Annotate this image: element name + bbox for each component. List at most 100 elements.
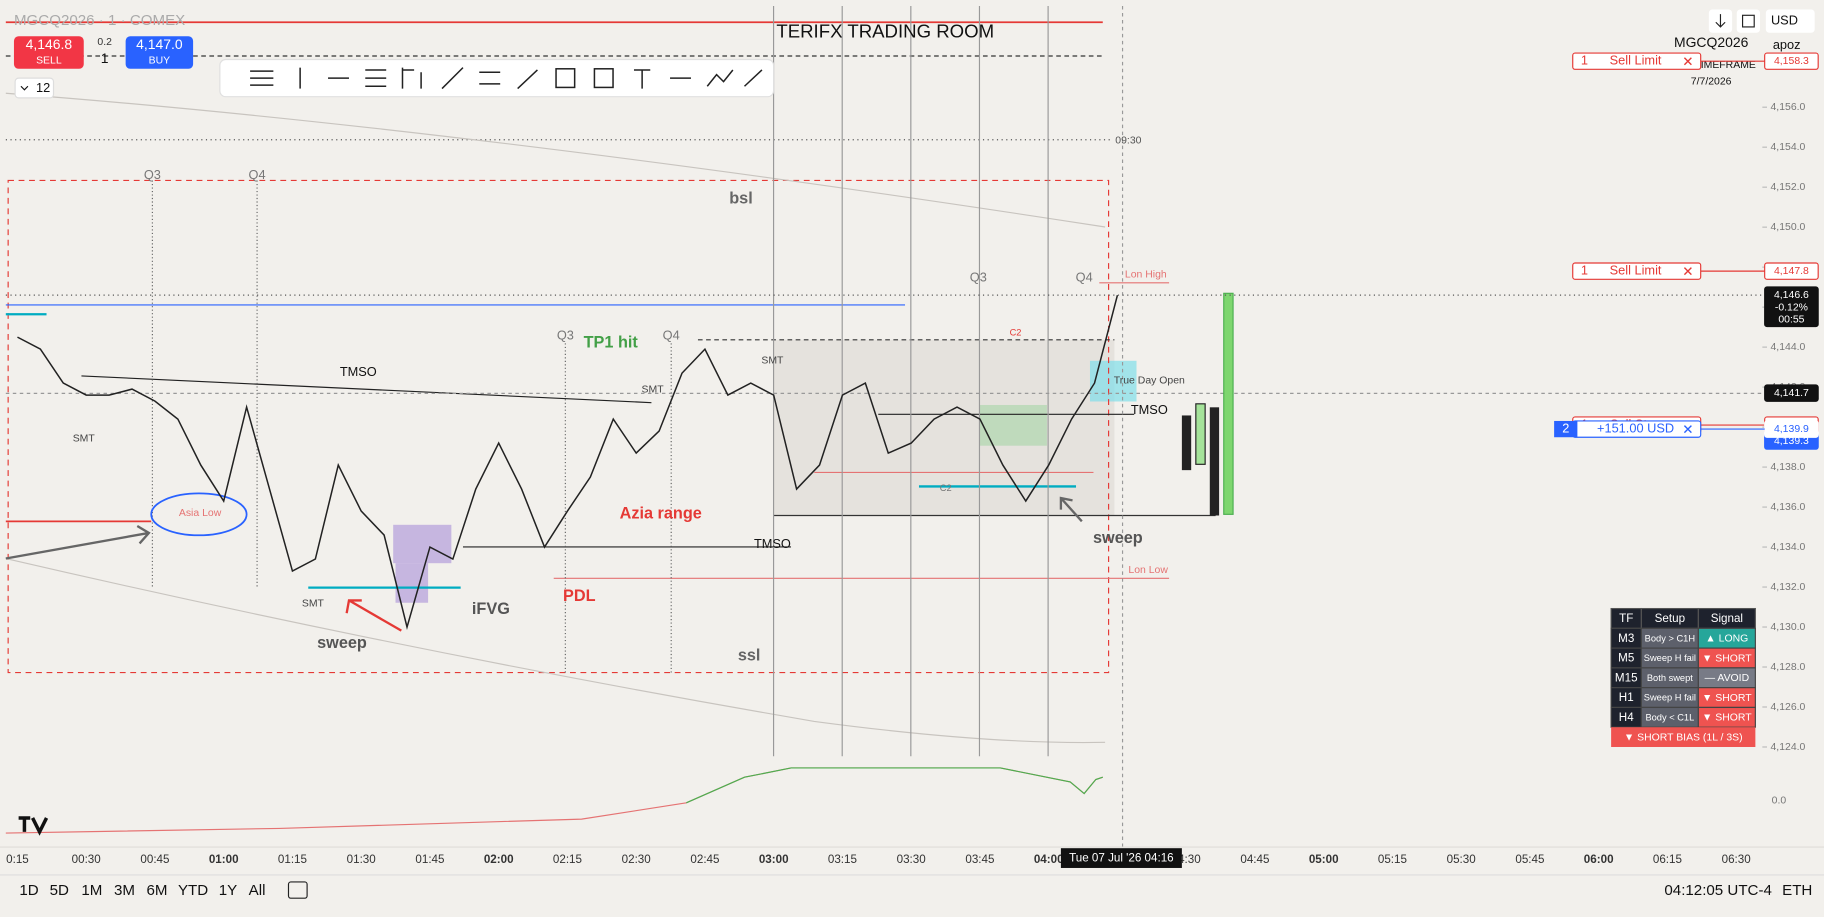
price-tick-label: 4,150.0 [1770,222,1805,233]
annotation: iFVG [472,600,510,618]
tool-icon[interactable] [365,69,387,88]
drawings [5,5,1763,848]
buy-button[interactable] [125,36,194,69]
buy-label: BUY [149,55,171,66]
time-tick-label: 00:30 [72,853,102,866]
sell-button[interactable] [13,36,84,69]
order[interactable] [1572,52,1702,70]
annotation: PDL [563,587,596,605]
range-button[interactable]: YTD [178,882,208,899]
indicator-line [686,767,1103,804]
indicator-label: 0.0 [1772,795,1787,806]
tool-icon[interactable] [743,69,763,87]
tool-icon[interactable] [401,67,422,89]
last-price [1764,286,1819,328]
annotation: Q3 [557,328,574,343]
band-line [5,92,1106,228]
currency-button[interactable] [1765,9,1815,33]
symbol: MGCQ2026 · 1 · COMEX [14,12,185,29]
last-price-label: 4,146.6 [1774,290,1809,301]
price-tick-label: 4,156.0 [1770,102,1805,113]
order[interactable] [1572,262,1702,280]
tool-icon[interactable] [250,70,274,86]
entry-price-label: 4,139.3 [1774,436,1809,447]
tool-icon[interactable] [555,68,576,89]
annotation: SMT [302,599,325,610]
date-range-icon[interactable] [287,881,308,899]
logo [18,816,49,836]
tdo-box [1089,360,1137,402]
tool-icon[interactable] [593,68,614,89]
price-tick-label: 4,126.0 [1770,702,1805,713]
time-tick-label: 01:00 [209,853,239,866]
forecast-candle [1195,403,1206,465]
cell-text: M3 [1618,632,1634,645]
interval: 12 [36,80,50,95]
icon [1715,14,1726,28]
chevron [20,85,29,91]
crosshair-price [1764,384,1819,402]
cell-text: H4 [1619,711,1634,724]
range-button[interactable]: 5D [50,882,69,899]
countdown: 00:55 [1778,314,1804,325]
annotation: True Day Open [1114,375,1185,386]
refresh-button[interactable] [1736,9,1761,33]
annotation: TP1 hit [584,334,639,352]
time-tick-label: 03:00 [759,853,789,866]
arrow [1059,496,1083,523]
range-button[interactable]: 6M [147,882,168,899]
range-button[interactable]: 1D [19,882,38,899]
tool-icon[interactable] [441,67,464,90]
bar [0,874,1824,908]
session[interactable]: ETH [1782,882,1812,899]
tool-icon[interactable] [479,71,501,85]
position-qty: 2 [1562,420,1569,435]
tool-icon[interactable] [706,69,734,87]
arrow [5,524,151,560]
time-tick-label: 04:00 [1034,853,1064,866]
order-close[interactable] [1683,57,1692,66]
sell-price: 4,146.8 [26,36,73,52]
order-type: Sell Limit [1610,263,1662,278]
footer-cell [1611,727,1756,747]
range-button[interactable]: 3M [114,882,135,899]
order-type: Sell Limit [1610,53,1662,68]
cell-text: ▼ SHORT [1702,653,1752,664]
header: MGCQ2026 · 1 · COMEX 4,146.8 SELL 0.2 1 … [13,12,994,99]
tool-icon[interactable] [517,69,538,90]
position-type: +151.00 USD [1597,420,1674,435]
timeframe: TIMEFRAME [1694,60,1756,71]
arrow [345,599,402,632]
cell-text: M5 [1618,652,1634,665]
currency: USD [1771,12,1798,27]
annotation: TMSO [340,364,377,379]
account[interactable]: apoz [1773,37,1801,52]
fvg-box [393,524,452,564]
price-tick-label: 4,130.0 [1770,622,1805,633]
range-button[interactable]: 1Y [219,882,237,899]
range-button[interactable]: 1M [81,882,102,899]
range-button[interactable]: All [249,882,266,899]
price-tick-label: 4,154.0 [1770,142,1805,153]
time-tick-label: 01:45 [415,853,444,866]
cell-text: Both swept [1647,673,1693,683]
position-close[interactable] [1683,425,1692,434]
time-tick-label: 04:45 [1240,853,1269,866]
date: 7/7/2026 [1691,76,1732,87]
cell-text: ▼ SHORT [1702,693,1752,704]
time-tick-label: 02:00 [484,853,514,866]
circle-drawing [150,492,248,537]
interval-button[interactable] [14,77,55,99]
cell-text: M15 [1615,671,1638,684]
orders: 4,146.6 -0.12%00:55 4,141.7 4,139.3 4,158.3 1… [5,52,1819,450]
tool-icon[interactable] [633,69,651,89]
price-tick-label: 4,132.0 [1770,582,1805,593]
band-line [5,557,1106,744]
time-tick-label: 03:45 [965,853,994,866]
order-close[interactable] [1683,267,1692,276]
crosshair-price-label: 4,141.7 [1774,388,1809,399]
quantity[interactable]: 1 [101,50,109,66]
cell-text: ▲ LONG [1705,634,1748,645]
crosshair-time: Tue 07 Jul '26 04:16 [1069,852,1174,865]
time-tick-label: 01:15 [278,853,307,866]
